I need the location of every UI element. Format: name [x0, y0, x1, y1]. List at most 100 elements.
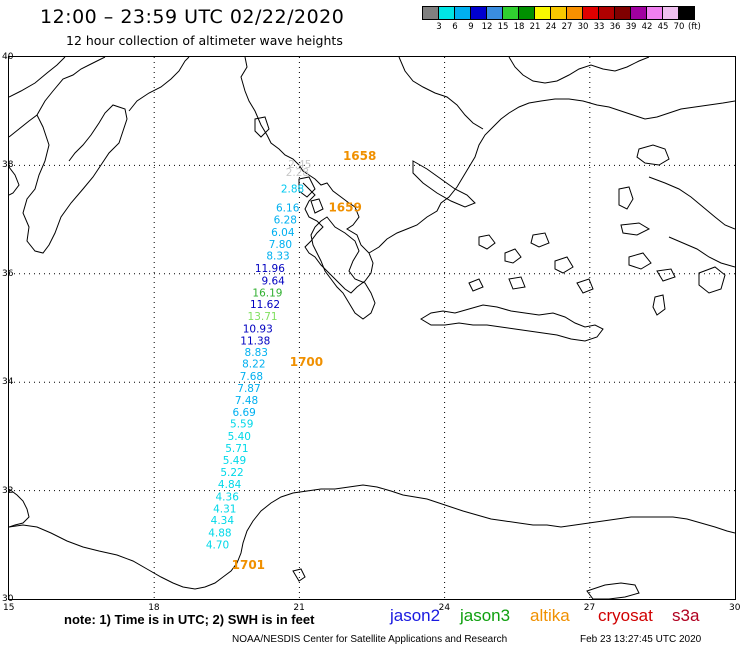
map-subtitle: 12 hour collection of altimeter wave hei…	[66, 33, 343, 48]
colorbar-label: 9	[468, 22, 474, 32]
colorbar-label: 21	[529, 22, 541, 32]
coast-kefalonia	[298, 176, 316, 198]
coast-zakynthos	[310, 198, 324, 214]
longitude-label: 27	[583, 603, 596, 613]
colorbar-label: 12	[481, 22, 493, 32]
track-time-label: 1659	[328, 200, 361, 214]
wave-height-value: 4.31	[213, 503, 236, 515]
colorbar-label: 6	[452, 22, 458, 32]
satellite-jason2: jason2	[390, 606, 441, 625]
track-time-labels: 1658 1659 1700 1701	[232, 149, 377, 572]
latitude-label: 40	[2, 52, 14, 62]
colorbar-label: 3	[436, 22, 442, 32]
colorbar-swatch	[486, 6, 503, 20]
colorbar-swatch	[518, 6, 535, 20]
wave-height-value: 4.70	[206, 540, 229, 552]
wave-height-value: 4.84	[218, 479, 242, 491]
footer-note: note: 1) Time is in UTC; 2) SWH is in fe…	[64, 612, 315, 627]
coast-small-isle	[292, 568, 306, 582]
colorbar-label: 39	[625, 22, 637, 32]
colorbar-label: 70	[673, 22, 685, 32]
colorbar-label: 42	[641, 22, 653, 32]
track-time-label: 1700	[290, 355, 323, 369]
wave-height-value: 5.49	[223, 455, 246, 467]
latitude-label: 32	[2, 485, 14, 496]
coast-euboea	[412, 160, 476, 208]
colorbar-swatch	[582, 6, 599, 20]
wave-height-value: 4.34	[211, 515, 235, 527]
wave-height-value: 16.19	[252, 288, 282, 300]
wave-height-value: 6.16	[276, 202, 300, 214]
colorbar-swatch	[630, 6, 647, 20]
coast-lesvos	[636, 144, 670, 166]
wave-height-value: 4.88	[208, 528, 231, 540]
wave-height-value: 7.87	[237, 383, 260, 395]
wave-height-value: 8.83	[245, 347, 268, 359]
latitude-label: 36	[2, 268, 14, 279]
wave-height-value: 10.93	[243, 323, 273, 335]
wave-height-value: 8.33	[266, 251, 289, 263]
colorbar-swatch	[534, 6, 551, 20]
coast-peloponnese	[310, 216, 376, 320]
coast-rhodes	[698, 266, 726, 294]
colorbar-label: 24	[545, 22, 557, 32]
colorbar-swatch	[502, 6, 519, 20]
wave-height-value: 2.45	[288, 159, 311, 171]
wave-height-value: 13.71	[248, 311, 278, 323]
wave-height-colorbar	[422, 6, 695, 20]
colorbar-swatch	[438, 6, 455, 20]
graticule-grid	[9, 57, 735, 599]
colorbar-label: 30	[577, 22, 589, 32]
track-time-label: 1701	[232, 558, 265, 572]
longitude-label: 15	[3, 603, 15, 613]
coastlines	[8, 56, 736, 600]
wave-height-value: 5.71	[225, 443, 248, 455]
colorbar-swatch	[678, 6, 695, 20]
coast-greece-west	[240, 56, 374, 294]
wave-height-value: 7.48	[235, 395, 258, 407]
coast-dodecanese-1	[628, 252, 652, 270]
colorbar-swatch	[422, 6, 439, 20]
coast-cyclades-3	[530, 232, 550, 248]
satellite-s3a: s3a	[672, 606, 700, 625]
wave-height-value: 11.38	[240, 335, 270, 347]
coast-cyclades-5	[508, 276, 526, 290]
credit-line: NOAA/NESDIS Center for Satellite Applica…	[232, 634, 508, 645]
map-title: 12:00 – 23:59 UTC 02/22/2020	[40, 6, 345, 28]
coast-crete	[420, 304, 604, 342]
coast-karpathos	[652, 294, 666, 316]
colorbar-swatch	[550, 6, 567, 20]
colorbar-unit: (ft)	[688, 22, 701, 32]
coast-greece-east	[368, 98, 736, 254]
coast-chios	[618, 186, 634, 210]
longitude-label: 21	[293, 603, 305, 613]
coast-italy	[8, 56, 190, 254]
colorbar-label: 15	[497, 22, 509, 32]
wave-height-value: 6.28	[274, 214, 297, 226]
coast-dodecanese-2	[656, 268, 676, 282]
longitude-label: 24	[438, 603, 451, 613]
coast-corfu	[254, 116, 270, 138]
wave-height-value: 11.96	[255, 263, 285, 275]
wave-height-value: 6.04	[271, 227, 295, 239]
wave-height-value: 2.28	[286, 167, 309, 179]
colorbar-swatch	[454, 6, 471, 20]
wave-height-value: 8.22	[242, 359, 265, 371]
wave-height-value: 5.40	[228, 431, 251, 443]
coast-cyclades-2	[504, 248, 522, 264]
colorbar-label: 45	[657, 22, 669, 32]
wave-height-value: 2.88	[281, 184, 304, 196]
altimeter-track: 2.452.28 2.88 6.166.286.047.808.3311.969.6…	[206, 159, 312, 551]
colorbar-swatch	[598, 6, 615, 20]
coast-samos	[620, 222, 651, 236]
wave-height-value: 5.22	[220, 467, 243, 479]
coast-cyclades-7	[468, 278, 484, 292]
latitude-label: 30	[2, 594, 14, 604]
colorbar-label: 18	[513, 22, 525, 32]
wave-height-value: 11.62	[250, 299, 280, 311]
coast-aegean-north	[398, 56, 650, 130]
latitude-label: 34	[2, 377, 14, 388]
map-frame: 2.45 2.28 2.88 6.16 6.28 6.04 7.80 8.33 11.96 9.6…	[8, 56, 736, 600]
colorbar-swatch	[566, 6, 583, 20]
longitude-label: 18	[148, 603, 160, 613]
